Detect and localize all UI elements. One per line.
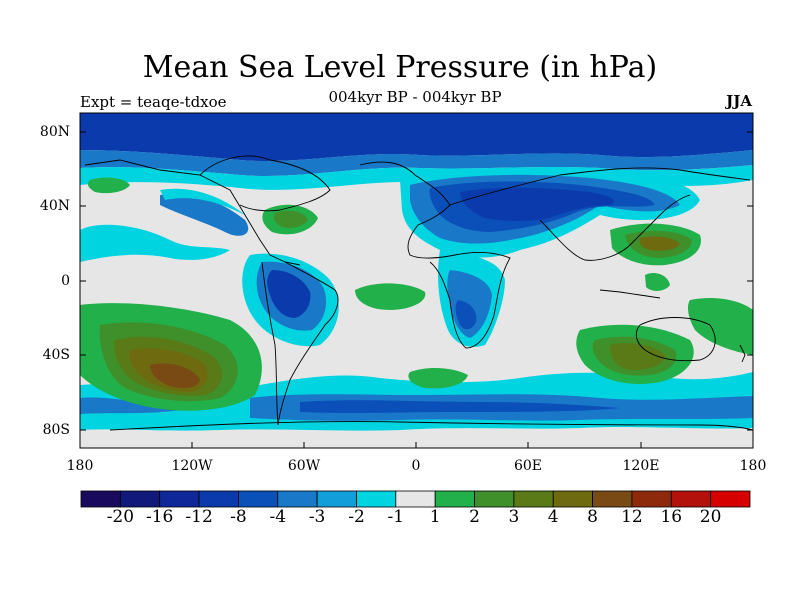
colorbar-swatch	[434, 490, 475, 508]
lon-label-60e: 60E	[513, 458, 543, 474]
colorbar-swatch	[80, 490, 121, 508]
colorbar-tick-label: -4	[269, 507, 287, 527]
lon-label-120w: 120W	[171, 458, 213, 474]
colorbar-tick-label: 12	[621, 507, 643, 527]
colorbar-tick-label: 20	[699, 507, 722, 527]
colorbar-tick-label: -12	[185, 507, 213, 527]
lat-label-0: 0	[61, 273, 70, 289]
lon-ticks	[79, 442, 754, 448]
colorbar-tick-label: 1	[429, 507, 441, 527]
plot-subtitle: 004kyr BP - 004kyr BP	[328, 88, 502, 106]
lon-label-60w: 60W	[287, 458, 321, 474]
lat-label-80n: 80N	[39, 124, 70, 140]
lat-ticks	[80, 131, 753, 431]
colorbar-tick-label: 16	[660, 507, 683, 527]
colorbar-swatch	[159, 490, 200, 508]
colorbar-swatch	[316, 490, 357, 508]
lon-label-180w: 180	[66, 458, 94, 474]
colorbar-tick-label: -1	[387, 507, 405, 527]
colorbar-tick-label: -2	[348, 507, 365, 527]
colorbar-swatch	[631, 490, 672, 508]
experiment-label: Expt = teaqe-tdxoe	[80, 93, 227, 111]
colorbar-tick-label: 4	[547, 507, 559, 527]
colorbar-swatch	[552, 490, 593, 508]
colorbar-tick-label: -3	[308, 507, 326, 527]
colorbar-swatch	[277, 490, 318, 508]
colorbar-swatch	[513, 490, 554, 508]
lat-label-40s: 40S	[42, 347, 70, 363]
colorbar-swatch	[592, 490, 633, 508]
colorbar	[80, 490, 751, 508]
colorbar-tick-label: 3	[508, 507, 520, 527]
lon-label-120e: 120E	[622, 458, 660, 474]
colorbar-tick-label: -20	[106, 507, 135, 527]
coastlines	[84, 155, 753, 431]
colorbar-swatch	[710, 490, 751, 508]
colorbar-tick-label: -16	[145, 507, 174, 527]
colorbar-tick-label: 2	[469, 507, 480, 527]
colorbar-tick-label: 8	[587, 507, 598, 527]
plot-title: Mean Sea Level Pressure (in hPa)	[142, 50, 658, 85]
lon-label-180e: 180	[739, 458, 767, 474]
lat-label-80s: 80S	[42, 422, 70, 438]
colorbar-swatch	[238, 490, 279, 508]
season-label: JJA	[726, 92, 752, 110]
colorbar-swatch	[356, 490, 397, 508]
colorbar-swatch	[670, 490, 712, 508]
colorbar-swatch	[395, 490, 436, 508]
lat-label-40n: 40N	[39, 198, 70, 214]
pressure-anomaly-map	[80, 113, 753, 448]
colorbar-swatch	[119, 490, 161, 508]
colorbar-tick-label: -8	[230, 507, 247, 527]
lon-label-0: 0	[411, 458, 421, 474]
colorbar-swatch	[474, 490, 515, 508]
colorbar-swatch	[198, 490, 239, 508]
